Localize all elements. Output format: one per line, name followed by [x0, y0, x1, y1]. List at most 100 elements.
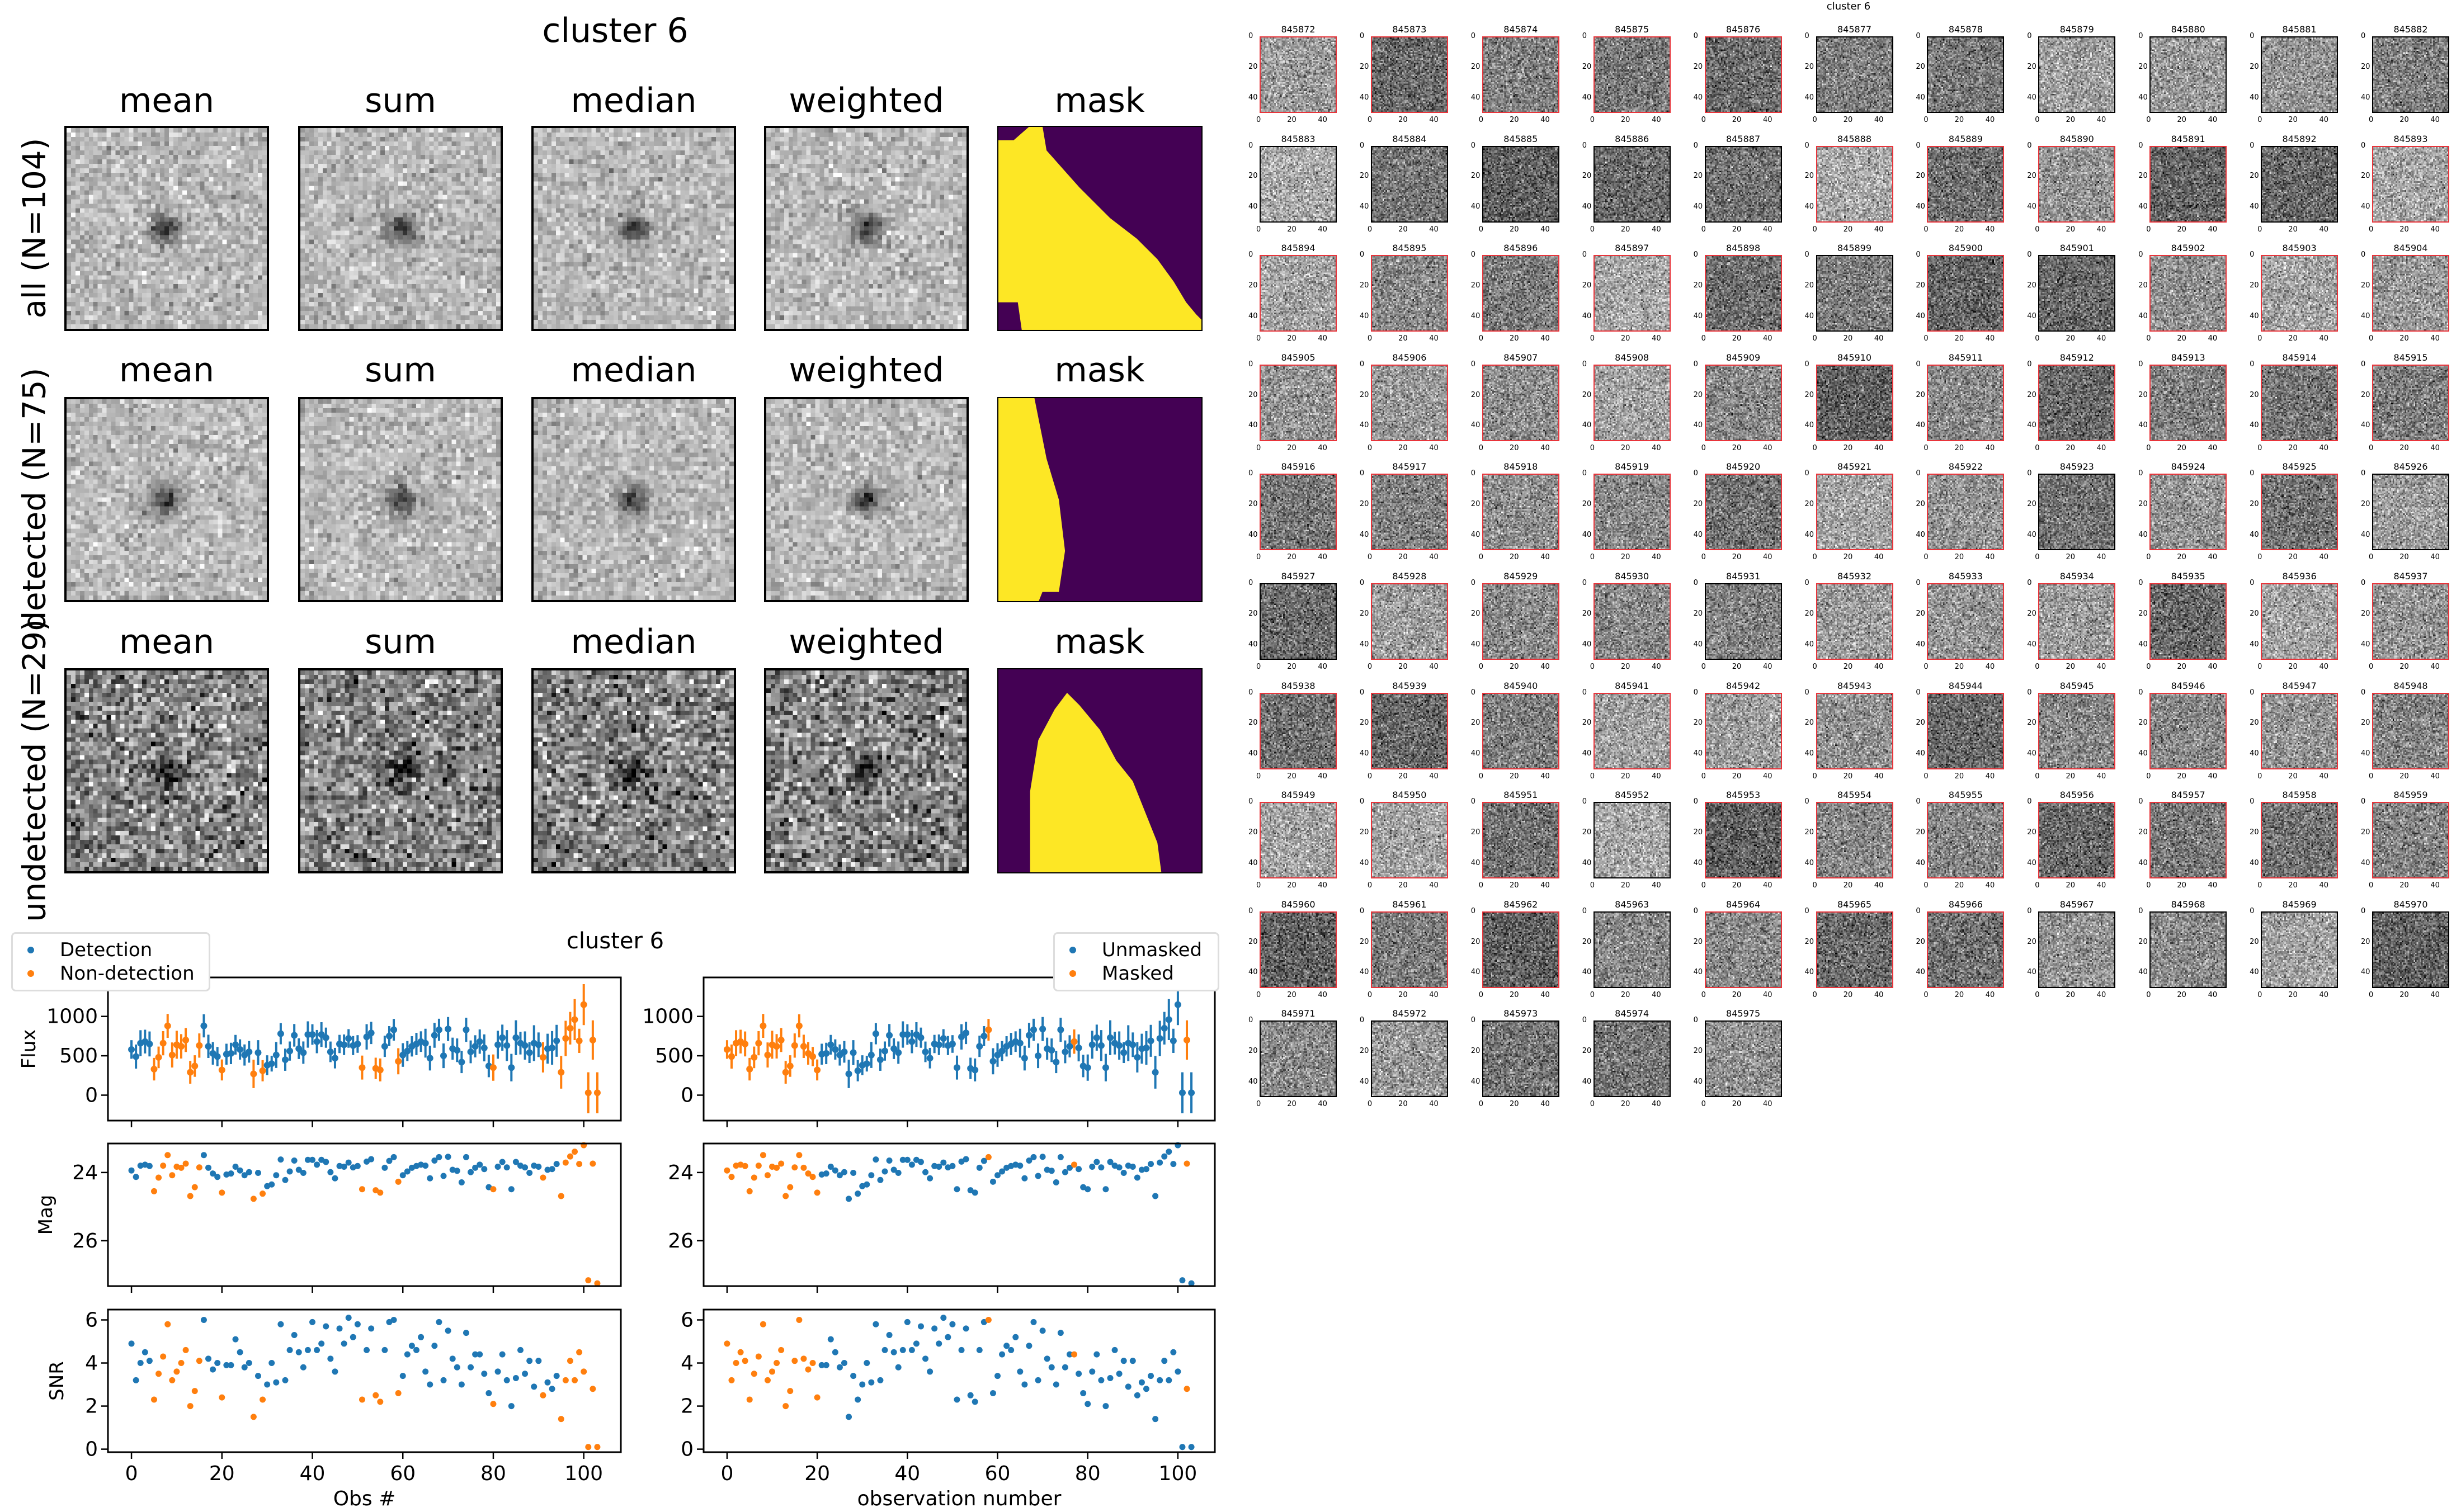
thumbnail-image [1816, 255, 1893, 332]
data-point [499, 1159, 506, 1165]
data-point [260, 1190, 266, 1197]
stack-image-median [531, 668, 736, 873]
data-point [535, 1358, 542, 1364]
thumbnail-image [2149, 364, 2227, 441]
y-tick-label: 40 [2361, 311, 2370, 320]
y-tick-label: 40 [1916, 93, 1925, 102]
data-point [760, 1022, 767, 1029]
y-tick-label: 20 [1248, 172, 1258, 181]
data-point [581, 1368, 587, 1375]
thumbnail-image [2372, 145, 2449, 223]
data-point [926, 1055, 934, 1062]
y-tick-label: 0 [85, 1084, 98, 1107]
y-tick-label: 0 [681, 1084, 694, 1107]
thumbnail-title: 845908 [1615, 352, 1649, 363]
y-tick-label: 20 [1248, 281, 1258, 290]
data-point [264, 1381, 271, 1388]
x-tick-label: 40 [1985, 553, 1995, 562]
x-tick-label: 20 [1509, 225, 1519, 234]
data-point [755, 1353, 762, 1360]
data-point [1057, 1154, 1064, 1160]
y-tick-label: 40 [2250, 421, 2259, 430]
data-point [327, 1355, 334, 1362]
data-point [593, 1089, 601, 1097]
data-point [187, 1403, 194, 1410]
y-tick-label: 40 [2250, 93, 2259, 102]
data-point [272, 1051, 280, 1059]
y-tick-label: 26 [72, 1230, 98, 1253]
y-tick-label: 0 [1693, 251, 1698, 259]
data-point [512, 1034, 520, 1041]
data-point [1165, 1016, 1172, 1023]
data-point [917, 1159, 924, 1165]
y-tick-label: 40 [1359, 93, 1369, 102]
data-point [485, 1390, 492, 1396]
x-tick-label: 40 [1874, 116, 1884, 124]
y-tick-label: 0 [1470, 32, 1476, 40]
data-point [146, 1040, 153, 1047]
thumbnail-title: 845913 [2171, 352, 2205, 363]
data-point [1107, 1374, 1114, 1381]
data-point [435, 1026, 442, 1033]
data-point [539, 1053, 546, 1061]
y-tick-label: 0 [1359, 32, 1365, 40]
y-tick-label: 20 [1693, 62, 1703, 71]
data-point [1062, 1169, 1068, 1175]
data-point [250, 1414, 257, 1420]
y-tick-label: 20 [1359, 500, 1369, 509]
y-tick-label: 40 [1693, 93, 1703, 102]
data-point [927, 1175, 934, 1182]
thumbnail-title: 845897 [1615, 243, 1649, 254]
y-tick-label: 20 [1359, 390, 1369, 399]
data-point [764, 1051, 771, 1059]
thumbnail-image [2261, 36, 2339, 113]
y-tick-label: 40 [1916, 530, 1925, 539]
y-tick-label: 26 [668, 1230, 694, 1253]
y-tick-label: 500 [59, 1045, 98, 1067]
y-tick-label: 20 [1804, 281, 1814, 290]
data-point [191, 1184, 198, 1190]
data-point [1030, 1154, 1037, 1160]
y-tick-label: 40 [1359, 421, 1369, 430]
data-point [1184, 1036, 1191, 1043]
x-tick-label: 0 [2257, 334, 2262, 343]
data-point [259, 1067, 266, 1074]
data-point [864, 1360, 870, 1367]
data-point [427, 1175, 433, 1182]
data-point [846, 1196, 852, 1202]
thumbnail-image [1593, 145, 1671, 223]
data-point [1129, 1163, 1136, 1170]
data-point [809, 1053, 817, 1060]
y-tick-label: 40 [2138, 421, 2148, 430]
data-point [864, 1181, 870, 1188]
data-point [155, 1371, 162, 1377]
data-point [345, 1035, 352, 1042]
x-tick-label: 40 [1985, 443, 1995, 452]
y-tick-label: 20 [1804, 62, 1814, 71]
data-point [1048, 1364, 1055, 1371]
mask-image [997, 126, 1203, 331]
x-tick-label: 20 [1732, 553, 1742, 562]
y-tick-label: 40 [1582, 311, 1592, 320]
data-point [468, 1169, 474, 1175]
thumbnail-title: 845878 [1948, 24, 1983, 35]
data-point [196, 1042, 203, 1049]
data-point [359, 1186, 365, 1193]
y-tick-label: 0 [1804, 469, 1809, 478]
x-tick-label: 0 [1701, 225, 1706, 234]
thumbnail-image [2372, 36, 2449, 113]
data-point [846, 1414, 852, 1420]
data-point [373, 1392, 379, 1398]
thumbnail-title: 845921 [1837, 461, 1872, 472]
y-tick-label: 0 [1248, 32, 1253, 40]
data-point [481, 1166, 488, 1173]
y-tick-label: 20 [1916, 500, 1925, 509]
data-point [850, 1373, 857, 1379]
data-point [385, 1032, 393, 1040]
data-point [1021, 1055, 1028, 1062]
data-point [836, 1364, 843, 1371]
thumbnail-title: 845882 [2393, 24, 2428, 35]
legend-label: Non-detection [60, 962, 195, 985]
x-tick-label: 0 [2035, 443, 2040, 452]
x-tick-label: 40 [1429, 116, 1439, 124]
